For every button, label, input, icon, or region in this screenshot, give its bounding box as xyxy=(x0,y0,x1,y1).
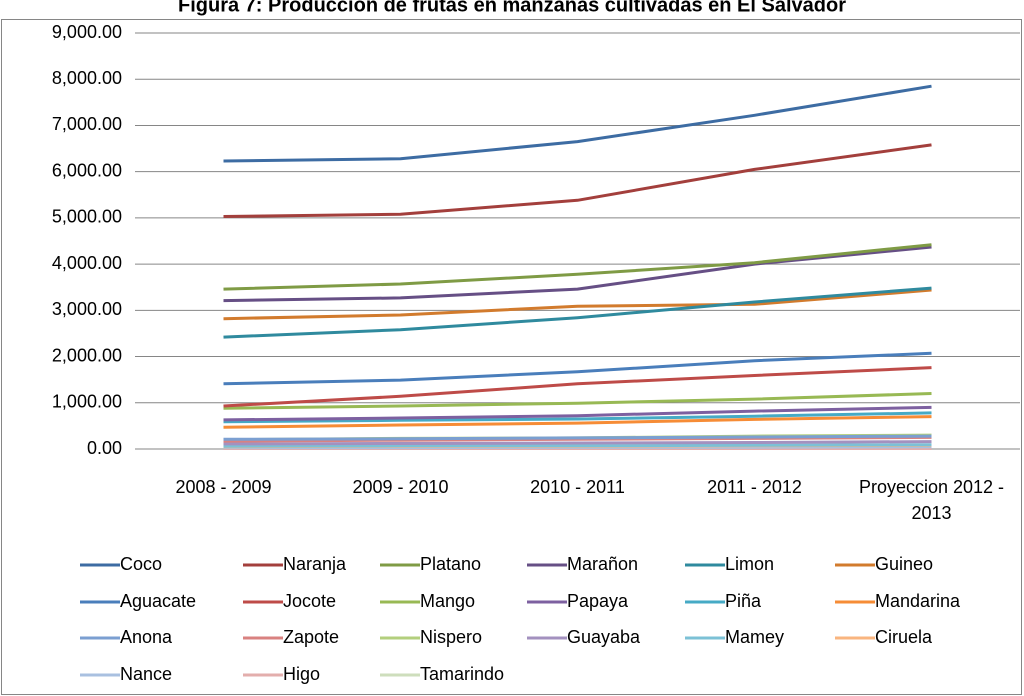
series-line xyxy=(223,411,932,424)
series-line xyxy=(223,434,932,441)
series-line xyxy=(223,288,932,321)
legend-label: Zapote xyxy=(283,627,339,647)
series-line xyxy=(223,243,932,291)
legend-label: Ciruela xyxy=(875,627,933,647)
x-tick-label-box: Proyeccion 2012 - 2013 xyxy=(858,477,1005,523)
legend-label: Coco xyxy=(120,554,162,574)
legend-label: Guayaba xyxy=(567,627,641,647)
series-line xyxy=(223,286,932,339)
x-tick-label: Proyeccion 2012 - 2013 xyxy=(858,477,1005,523)
legend-label: Marañon xyxy=(567,554,638,574)
x-tick-label-box: 2010 - 2011 xyxy=(530,477,625,497)
x-tick-label-box: 2009 - 2010 xyxy=(352,477,449,497)
legend-label: Mango xyxy=(420,591,475,611)
x-tick-label-box: 2011 - 2012 xyxy=(707,477,802,497)
legend-label: Papaya xyxy=(567,591,629,611)
legend-label: Platano xyxy=(420,554,481,574)
series-line xyxy=(223,143,932,218)
series-line xyxy=(223,415,932,429)
legend-label: Mandarina xyxy=(875,591,961,611)
legend-label: Guineo xyxy=(875,554,933,574)
legend-label: Higo xyxy=(283,664,320,684)
y-tick-label: 8,000.00 xyxy=(52,68,122,88)
series-line xyxy=(223,392,932,410)
y-tick-label: 6,000.00 xyxy=(52,160,122,180)
chart-title: Figura 7: Producción de frutas en manzan… xyxy=(178,0,846,16)
y-tick-label: 1,000.00 xyxy=(52,392,122,412)
legend-label: Anona xyxy=(120,627,173,647)
series-line xyxy=(223,440,932,446)
y-tick-label: 4,000.00 xyxy=(52,253,122,273)
series-line xyxy=(223,245,932,303)
x-tick-label: 2008 - 2009 xyxy=(175,477,272,497)
legend-label: Jocote xyxy=(283,591,336,611)
legend-label: Aguacate xyxy=(120,591,196,611)
legend-label: Nance xyxy=(120,664,172,684)
x-tick-label: 2009 - 2010 xyxy=(352,477,449,497)
y-tick-label: 2,000.00 xyxy=(52,345,122,365)
series-line xyxy=(223,366,932,408)
series-line xyxy=(223,443,932,448)
legend-label: Piña xyxy=(725,591,762,611)
y-tick-label: 3,000.00 xyxy=(52,299,122,319)
legend-label: Naranja xyxy=(283,554,347,574)
y-tick-label: 9,000.00 xyxy=(52,22,122,42)
legend-label: Nispero xyxy=(420,627,482,647)
x-tick-label: 2011 - 2012 xyxy=(707,477,802,497)
x-tick-label: 2010 - 2011 xyxy=(530,477,625,497)
y-tick-label: 0.00 xyxy=(87,438,122,458)
y-tick-label: 5,000.00 xyxy=(52,207,122,227)
legend-label: Mamey xyxy=(725,627,784,647)
series-line xyxy=(223,351,932,386)
y-tick-label: 7,000.00 xyxy=(52,114,122,134)
x-tick-label-box: 2008 - 2009 xyxy=(175,477,272,497)
legend-label: Tamarindo xyxy=(420,664,504,684)
series-line xyxy=(223,84,932,163)
legend-label: Limon xyxy=(725,554,774,574)
series-line xyxy=(223,405,932,422)
